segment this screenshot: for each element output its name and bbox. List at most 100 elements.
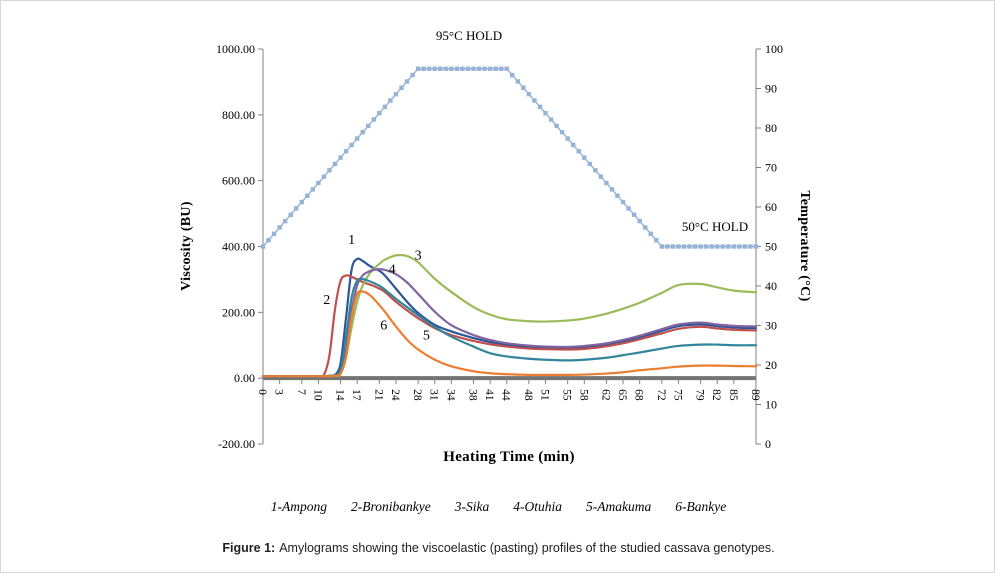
temperature-marker <box>321 174 327 179</box>
x-tick-label: 65 <box>616 389 628 401</box>
x-tick-label: 14 <box>334 389 346 401</box>
curve-label-1: 1 <box>348 233 355 248</box>
left-tick-label: 400.00 <box>222 240 255 254</box>
temperature-marker <box>593 168 598 173</box>
temperature-marker <box>471 66 476 71</box>
temperature-marker <box>343 149 349 154</box>
curve-label-3: 3 <box>415 249 422 264</box>
x-tick-label: 51 <box>539 389 551 401</box>
temperature-marker <box>404 79 410 84</box>
x-tick-label: 89 <box>749 389 761 401</box>
temperature-marker <box>299 199 304 205</box>
series-line-ampong <box>261 257 758 378</box>
temperature-marker <box>393 91 399 97</box>
temperature-marker <box>692 244 698 249</box>
x-tick-label: 85 <box>727 389 739 401</box>
temperature-marker <box>526 91 532 97</box>
temperature-marker <box>559 130 565 135</box>
curve-number-labels: 1 2 3 4 5 6 <box>323 233 430 343</box>
temperature-marker <box>327 168 332 173</box>
right-tick-label: 50 <box>765 240 777 254</box>
viscosity-series <box>261 253 758 378</box>
temperature-marker <box>410 72 415 78</box>
temperature-marker <box>548 117 554 122</box>
left-tick-label: 0.00 <box>234 371 255 385</box>
x-tick-label: 72 <box>655 389 667 401</box>
left-tick-label: -200.00 <box>218 437 255 451</box>
left-tick-label: 600.00 <box>222 174 255 188</box>
temperature-marker <box>681 244 687 249</box>
temperature-marker <box>382 104 388 110</box>
left-tick-label: 1000.00 <box>216 42 255 56</box>
x-tick-label: 44 <box>500 389 512 401</box>
temperature-marker <box>421 66 426 71</box>
temperature-marker <box>349 142 354 148</box>
x-tick-label: 55 <box>561 389 573 401</box>
temperature-marker <box>604 180 609 186</box>
temperature-marker <box>432 66 437 71</box>
series-line-sika <box>261 253 758 378</box>
temperature-marker <box>720 244 725 249</box>
temperature-marker <box>399 85 404 90</box>
temperature-marker <box>360 130 365 135</box>
temperature-marker <box>615 193 620 198</box>
right-tick-label: 100 <box>765 42 783 56</box>
temperature-marker <box>565 136 570 141</box>
left-tick-label: 200.00 <box>222 305 255 319</box>
legend-item-otuhia: 4-Otuhia <box>513 499 563 514</box>
temperature-marker <box>288 212 293 217</box>
temperature-marker <box>742 244 748 249</box>
temperature-marker <box>415 66 421 71</box>
x-axis-ticks: 0 3 7 10 14 17 21 24 28 31 34 38 41 44 48 51 55 58 62 65 68 7… <box>256 378 761 401</box>
right-tick-label: 20 <box>765 358 777 372</box>
x-tick-label: 0 <box>256 389 268 395</box>
temperature-marker <box>676 244 681 249</box>
right-tick-label: 90 <box>765 82 777 96</box>
right-tick-label: 80 <box>765 121 777 135</box>
temperature-marker <box>305 193 310 198</box>
left-axis-ticks: 1000.00 800.00 600.00 400.00 200.00 0.00 -200.… <box>216 42 263 451</box>
annotation-95c-hold: 95°C HOLD <box>435 28 503 43</box>
temperature-marker <box>498 66 504 71</box>
curve-label-6: 6 <box>380 318 387 333</box>
right-tick-label: 60 <box>765 200 777 214</box>
left-axis-title: Viscosity (BU) <box>179 201 194 291</box>
temperature-marker <box>643 225 648 230</box>
right-tick-label: 0 <box>765 437 771 451</box>
temperature-marker <box>487 66 493 71</box>
x-tick-label: 75 <box>671 389 683 401</box>
temperature-marker <box>316 180 321 186</box>
x-tick-label: 68 <box>633 389 645 401</box>
temperature-marker <box>521 85 526 90</box>
temperature-marker <box>366 123 371 129</box>
temperature-marker <box>338 155 343 160</box>
temperature-marker <box>598 174 604 179</box>
temperature-marker <box>510 72 515 78</box>
left-tick-label: 800.00 <box>222 108 255 122</box>
temperature-marker <box>670 244 676 249</box>
temperature-marker <box>310 187 316 192</box>
temperature-marker <box>443 66 448 71</box>
temperature-marker <box>631 212 637 217</box>
x-tick-label: 24 <box>389 389 401 401</box>
temperature-marker <box>709 244 714 249</box>
temperature-marker <box>543 110 548 116</box>
temperature-marker <box>532 98 537 103</box>
temperature-marker <box>482 66 487 71</box>
temperature-marker <box>737 244 742 249</box>
figure-caption-label: Figure 1: <box>222 541 276 555</box>
legend-item-amakuma: 5-Amakuma <box>586 499 652 514</box>
temperature-marker <box>554 123 559 129</box>
temperature-marker <box>260 244 266 249</box>
temperature-marker <box>537 104 543 110</box>
right-tick-label: 40 <box>765 279 777 293</box>
temperature-marker <box>332 161 338 167</box>
temperature-marker <box>659 244 665 249</box>
right-tick-label: 70 <box>765 161 777 175</box>
temperature-series <box>260 66 759 249</box>
temperature-marker <box>271 231 277 237</box>
temperature-marker <box>576 149 581 154</box>
x-tick-label: 31 <box>428 389 440 401</box>
